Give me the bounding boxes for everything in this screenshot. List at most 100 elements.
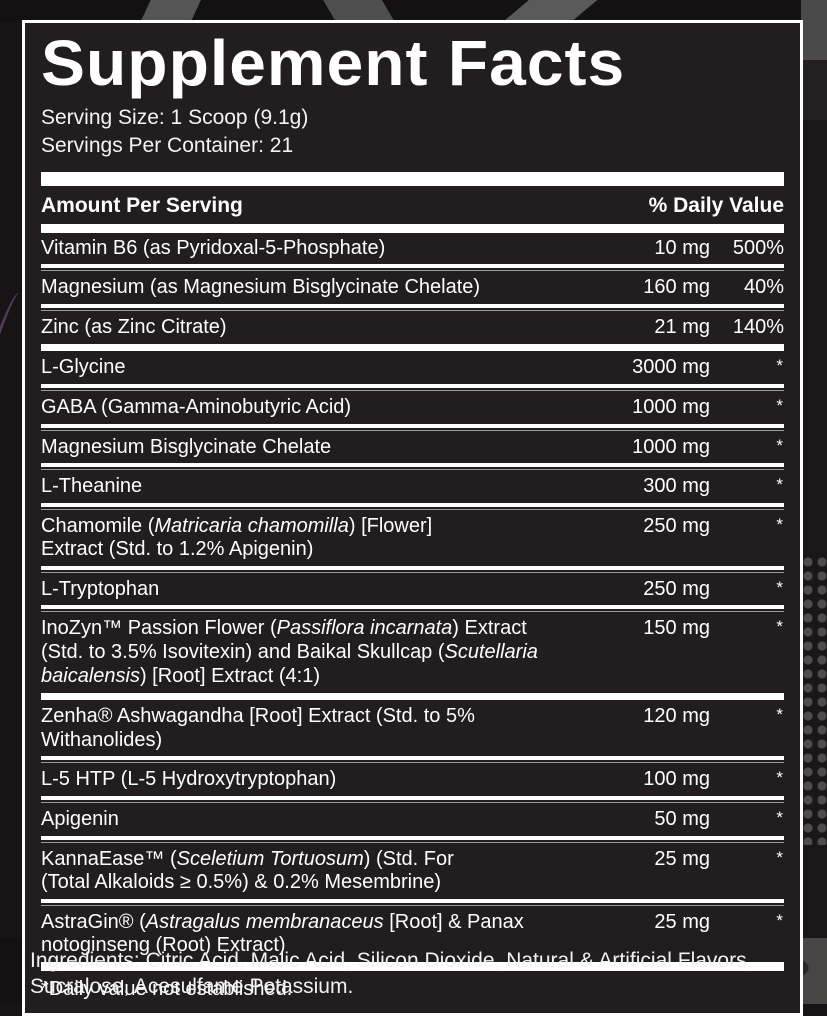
amount-per-serving-header: Amount Per Serving [41,193,243,217]
nutrient-name-text: Apigenin [41,808,119,831]
nutrient-name-text: Extract (Std. to 1.2% Apigenin) [41,538,314,561]
halftone-dots-pattern [801,555,827,845]
supplement-facts-panel: Supplement Facts Serving Size: 1 Scoop (… [22,20,803,1016]
nutrient-name-text: Magnesium (as Magnesium Bisglycinate Che… [41,276,481,299]
daily-value-header: % Daily Value [648,193,784,217]
row-divider [41,898,784,907]
nutrient-name-text: Vitamin B6 (as Pyridoxal-5-Phosphate) [41,236,386,259]
row-divider [41,796,784,805]
nutrient-daily-value: * [776,514,784,534]
nutrient-amount: 250 mg [643,514,710,537]
nutrient-amount: 120 mg [643,705,710,728]
nutrient-daily-value: 500% [732,236,784,259]
nutrient-name-text: L-Glycine [41,356,126,379]
nutrient-name: GABA (Gamma-Aminobutyric Acid) [41,396,606,420]
nutrient-amount: 10 mg [654,236,710,259]
nutrient-row: L-Glycine 3000 mg * [41,352,784,384]
nutrient-name-text: [Root] & Panax [383,910,524,933]
nutrient-row: L-Tryptophan 250 mg * [41,574,784,606]
nutrient-name: Apigenin [41,808,606,832]
serving-size-text: Serving Size: 1 Scoop (9.1g) [41,106,309,130]
nutrient-amount: 21 mg [654,315,710,338]
nutrient-name: L-Tryptophan [41,578,606,602]
nutrient-row: InoZyn™ Passion Flower (Passiflora incar… [41,613,784,692]
nutrient-name: L-Theanine [41,475,606,499]
nutrient-amount: 300 mg [643,475,710,498]
nutrient-name-text: ) Extract [452,617,527,640]
nutrient-daily-value: * [776,847,784,867]
nutrient-amount: 150 mg [643,617,710,640]
nutrient-name: AstraGin® (Astragalus membranaceus [Root… [41,911,606,958]
nutrient-daily-value: * [776,617,784,637]
table-header-row: Amount Per Serving % Daily Value [41,186,784,224]
nutrient-daily-value: 40% [743,276,784,299]
nutrient-name-text: Magnesium Bisglycinate Chelate [41,435,332,458]
nutrient-row: Zenha® Ashwagandha [Root] Extract (Std. … [41,701,784,756]
botanical-name-italic: Matricaria chamomilla [154,514,349,537]
nutrient-amount: 1000 mg [632,435,710,458]
nutrient-name-text: ) [Flower] [348,514,433,537]
botanical-name-italic: Passiflora incarnata [276,617,453,640]
nutrient-name-text: L-Tryptophan [41,577,160,600]
botanical-name-italic: Scutellaria [444,641,538,664]
background-art-top [0,0,827,22]
nutrient-row: Zinc (as Zinc Citrate) 21 mg 140% [41,312,784,344]
nutrient-name-text: Zenha® Ashwagandha [Root] Extract (Std. … [41,705,475,751]
footnote-divider-bar [41,962,784,972]
nutrient-name-text: (Total Alkaloids ≥ 0.5%) & 0.2% Mesembri… [41,871,442,894]
nutrient-name: Zenha® Ashwagandha [Root] Extract (Std. … [41,705,606,752]
nutrient-name: Zinc (as Zinc Citrate) [41,316,606,340]
nutrient-amount: 3000 mg [632,356,710,379]
nutrient-daily-value: * [776,356,784,376]
nutrient-name: Magnesium (as Magnesium Bisglycinate Che… [41,276,606,300]
nutrient-row: Chamomile (Matricaria chamomilla) [Flowe… [41,511,784,566]
row-divider [41,264,784,273]
row-divider [41,756,784,765]
nutrient-row: AstraGin® (Astragalus membranaceus [Root… [41,907,784,962]
nutrient-name: Magnesium Bisglycinate Chelate [41,436,606,460]
nutrient-name-text: (Std. to 3.5% Isovitexin) and Baikal Sku… [41,641,445,664]
nutrient-name-text: Chamomile ( [41,514,155,537]
nutrient-amount: 25 mg [654,847,710,870]
nutrient-amount: 1000 mg [632,395,710,418]
nutrient-amount: 160 mg [643,276,710,299]
nutrient-amount: 250 mg [643,577,710,600]
nutrient-row: Apigenin 50 mg * [41,804,784,836]
row-divider [41,383,784,392]
nutrient-amount: 50 mg [654,808,710,831]
nutrient-daily-value: * [776,577,784,597]
nutrient-name: L-Glycine [41,356,606,380]
nutrient-daily-value: * [776,768,784,788]
row-divider [41,605,784,614]
nutrient-daily-value: * [776,475,784,495]
daily-value-footnote: *Daily value not established. [41,978,293,1001]
nutrient-name-text: L-5 HTP (L-5 Hydroxytryptophan) [41,768,337,791]
nutrient-name: KannaEase™ (Sceletium Tortuosum) (Std. F… [41,848,606,895]
nutrient-name-text: notoginseng (Root) Extract) [41,934,286,957]
nutrient-daily-value: * [776,808,784,828]
nutrient-amount: 100 mg [643,768,710,791]
nutrient-daily-value: * [776,395,784,415]
nutrient-name-text: Zinc (as Zinc Citrate) [41,315,227,338]
row-divider [41,502,784,511]
nutrient-row: Magnesium (as Magnesium Bisglycinate Che… [41,272,784,304]
nutrient-name-text: KannaEase™ ( [41,847,177,870]
nutrient-row: GABA (Gamma-Aminobutyric Acid) 1000 mg * [41,392,784,424]
nutrient-name: Chamomile (Matricaria chamomilla) [Flowe… [41,515,606,562]
row-divider [41,565,784,574]
nutrient-row: L-Theanine 300 mg * [41,471,784,503]
nutrient-name-text: ) (Std. For [363,847,454,870]
nutrient-daily-value: * [776,435,784,455]
nutrient-daily-value: 140% [732,315,784,338]
nutrient-name: L-5 HTP (L-5 Hydroxytryptophan) [41,768,606,792]
nutrient-name-text: AstraGin® ( [41,910,146,933]
ingredients-text: Ingredients: Citric Acid, Malic Acid, Si… [30,949,753,999]
nutrient-row: KannaEase™ (Sceletium Tortuosum) (Std. F… [41,844,784,899]
section-divider-bar [41,693,784,701]
servings-per-container-text: Servings Per Container: 21 [41,133,294,157]
background-art-right [801,0,827,1004]
section-divider-bar [41,344,784,352]
nutrient-name-text: L-Theanine [41,475,143,498]
nutrient-name: Vitamin B6 (as Pyridoxal-5-Phosphate) [41,237,606,261]
panel-title: Supplement Facts [41,27,626,99]
